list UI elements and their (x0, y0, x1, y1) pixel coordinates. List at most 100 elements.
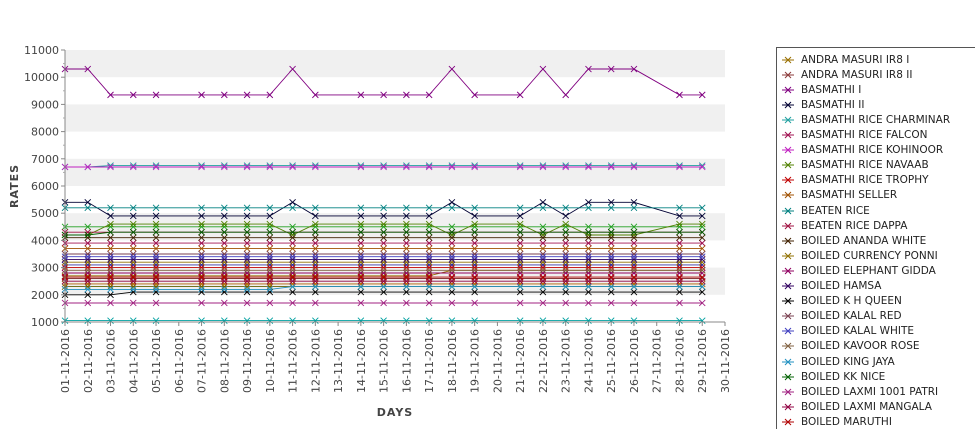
data-point (403, 256, 410, 263)
legend-item: BOILED K H QUEEN (781, 294, 902, 309)
data-point (403, 204, 410, 212)
x-tick-label: 24-11-2016 (582, 329, 595, 393)
extra-series-2 (61, 261, 706, 269)
data-point (84, 264, 92, 271)
data-point (266, 317, 274, 324)
x-tick-label: 28-11-2016 (673, 329, 686, 393)
data-point (312, 317, 319, 324)
data-point (84, 250, 92, 258)
data-point (676, 275, 683, 282)
data-point (676, 288, 683, 296)
data-point (676, 253, 683, 261)
data-point (243, 286, 251, 293)
legend-marker-icon (782, 237, 794, 245)
data-point (403, 245, 410, 252)
data-point (243, 163, 251, 171)
legend-label: BOILED ELEPHANT GIDDA (801, 264, 936, 277)
data-point (630, 199, 638, 206)
data-point (471, 162, 478, 169)
data-point (243, 162, 251, 169)
data-point (630, 283, 638, 290)
x-tick-label: 22-11-2016 (537, 329, 550, 393)
legend-marker-icon (782, 252, 794, 260)
data-point (220, 317, 228, 324)
data-point (266, 212, 274, 220)
data-point (220, 264, 228, 271)
data-point (607, 261, 615, 269)
data-point (198, 162, 205, 169)
data-point (676, 264, 683, 271)
series-1 (61, 275, 706, 282)
data-point (630, 162, 638, 169)
data-point (357, 283, 365, 290)
y-axis-title: RATES (8, 164, 21, 208)
data-point (607, 288, 615, 296)
data-point (698, 162, 706, 169)
data-point (84, 273, 92, 281)
data-point (425, 261, 433, 269)
data-point (698, 261, 706, 269)
data-point (243, 91, 251, 99)
data-point (698, 267, 706, 274)
data-point (676, 228, 683, 236)
data-point (562, 228, 570, 236)
data-point (312, 91, 319, 99)
y-tick-label: 4000 (31, 234, 59, 247)
data-point (471, 273, 478, 281)
data-point (403, 317, 410, 324)
data-point (107, 212, 114, 220)
x-tick-label: 03-11-2016 (105, 329, 118, 393)
data-point (448, 267, 456, 274)
data-point (380, 253, 387, 261)
data-point (448, 299, 456, 307)
data-point (471, 258, 478, 266)
data-point (516, 163, 524, 171)
data-point (698, 163, 706, 171)
data-point (380, 250, 387, 258)
data-point (380, 267, 387, 274)
data-point (585, 65, 592, 73)
data-point (698, 91, 706, 99)
x-tick-label: 04-11-2016 (127, 329, 140, 393)
data-point (471, 283, 478, 290)
data-point (516, 280, 524, 288)
data-point (312, 283, 319, 290)
data-point (380, 212, 387, 220)
data-point (152, 256, 160, 263)
data-point (152, 253, 160, 261)
data-point (607, 223, 615, 231)
data-point (425, 267, 433, 274)
data-point (562, 299, 570, 307)
data-point (698, 234, 706, 241)
data-point (243, 250, 251, 258)
data-point (129, 253, 137, 261)
data-point (107, 163, 114, 171)
data-point (129, 163, 137, 171)
data-point (84, 291, 92, 299)
x-tick-label: 29-11-2016 (696, 329, 709, 393)
data-point (585, 283, 592, 290)
data-point (198, 223, 205, 231)
data-point (539, 283, 547, 290)
series-21 (61, 228, 706, 239)
data-point (266, 91, 274, 99)
legend-item: BASMATHI RICE NAVAAB (781, 158, 929, 173)
data-point (516, 204, 524, 212)
legend-label: BASMATHI RICE KOHINOOR (801, 144, 944, 157)
data-point (607, 162, 615, 169)
data-point (152, 212, 160, 220)
legend-item: ANDRA MASURI IR8 I (781, 52, 909, 67)
data-point (403, 272, 410, 280)
data-point (312, 212, 319, 220)
data-point (403, 283, 410, 290)
data-point (107, 283, 114, 290)
x-tick-label: 16-11-2016 (400, 329, 413, 393)
data-point (312, 258, 319, 266)
data-point (448, 245, 456, 252)
data-point (289, 234, 296, 241)
data-point (289, 273, 296, 281)
data-point (312, 264, 319, 271)
grid-band (65, 158, 725, 186)
data-point (698, 228, 706, 236)
data-point (630, 288, 638, 296)
